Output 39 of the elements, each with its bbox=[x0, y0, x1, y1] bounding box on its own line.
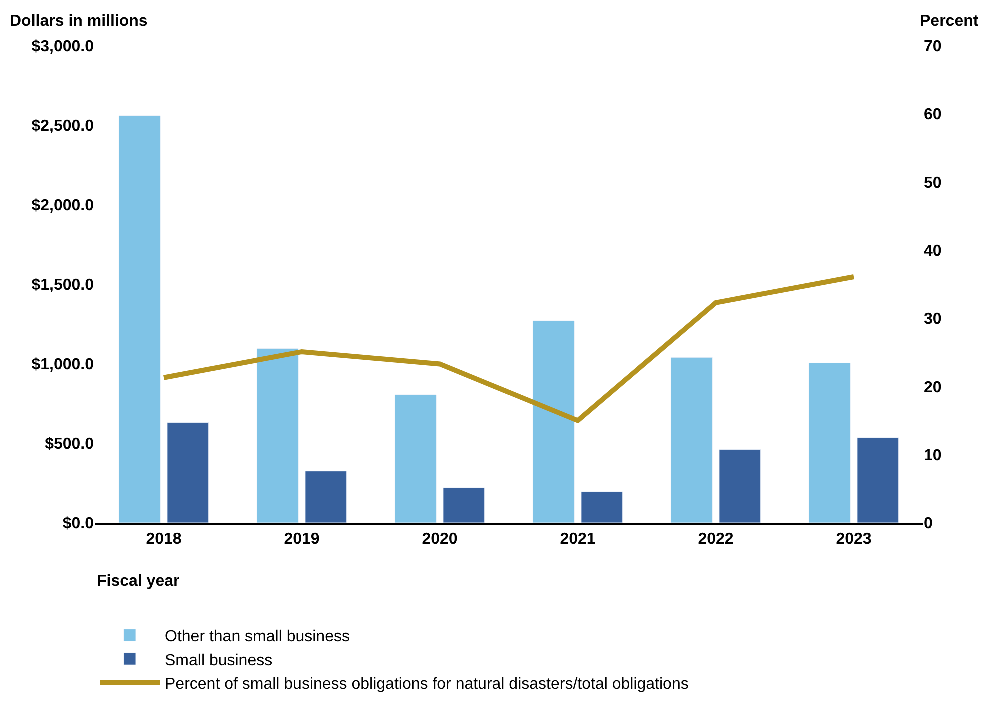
y-tick-label: $2,500.0 bbox=[32, 118, 94, 136]
y2-tick-label: 40 bbox=[924, 243, 942, 260]
bar bbox=[256, 348, 299, 523]
x-tick-label: 2018 bbox=[146, 531, 182, 548]
y2-tick-label: 70 bbox=[924, 38, 942, 56]
y-tick-label: $2,000.0 bbox=[32, 198, 94, 215]
x-tick-label: 2023 bbox=[836, 531, 872, 548]
y2-tick-label: 20 bbox=[924, 379, 942, 396]
bar bbox=[719, 450, 762, 523]
legend-label: Other than small business bbox=[165, 628, 350, 646]
x-tick-label: 2021 bbox=[560, 531, 596, 548]
bar bbox=[118, 116, 161, 523]
y-tick-label: $500.0 bbox=[45, 436, 94, 454]
y2-tick-label: 30 bbox=[924, 311, 942, 328]
x-tick-label: 2019 bbox=[284, 531, 320, 548]
x-axis-title: Fiscal year bbox=[97, 573, 180, 590]
bar bbox=[581, 492, 624, 523]
y-axis-title: Dollars in millions bbox=[10, 13, 148, 30]
x-tick-label: 2020 bbox=[422, 531, 458, 548]
y2-tick-label: 0 bbox=[924, 516, 933, 533]
bar bbox=[532, 320, 575, 523]
bar bbox=[670, 357, 713, 523]
y2-axis-title: Percent bbox=[920, 13, 980, 30]
y2-tick-label: 50 bbox=[924, 174, 942, 192]
bar bbox=[394, 394, 437, 523]
x-tick-label: 2022 bbox=[698, 531, 734, 548]
y2-tick-label: 60 bbox=[924, 106, 942, 124]
bar bbox=[167, 422, 210, 523]
y2-tick-label: 10 bbox=[924, 447, 942, 464]
legend-label: Small business bbox=[165, 652, 273, 670]
bar bbox=[305, 471, 348, 523]
bar bbox=[443, 488, 486, 523]
y-tick-label: $0.0 bbox=[62, 516, 94, 533]
y-tick-label: $1,000.0 bbox=[32, 356, 94, 374]
y-tick-label: $1,500.0 bbox=[32, 277, 94, 294]
bar bbox=[808, 362, 851, 523]
y-tick-label: $3,000.0 bbox=[32, 38, 94, 56]
bar bbox=[857, 438, 900, 523]
legend-label: Percent of small business obligations for natural disasters/total obligations bbox=[165, 676, 689, 694]
